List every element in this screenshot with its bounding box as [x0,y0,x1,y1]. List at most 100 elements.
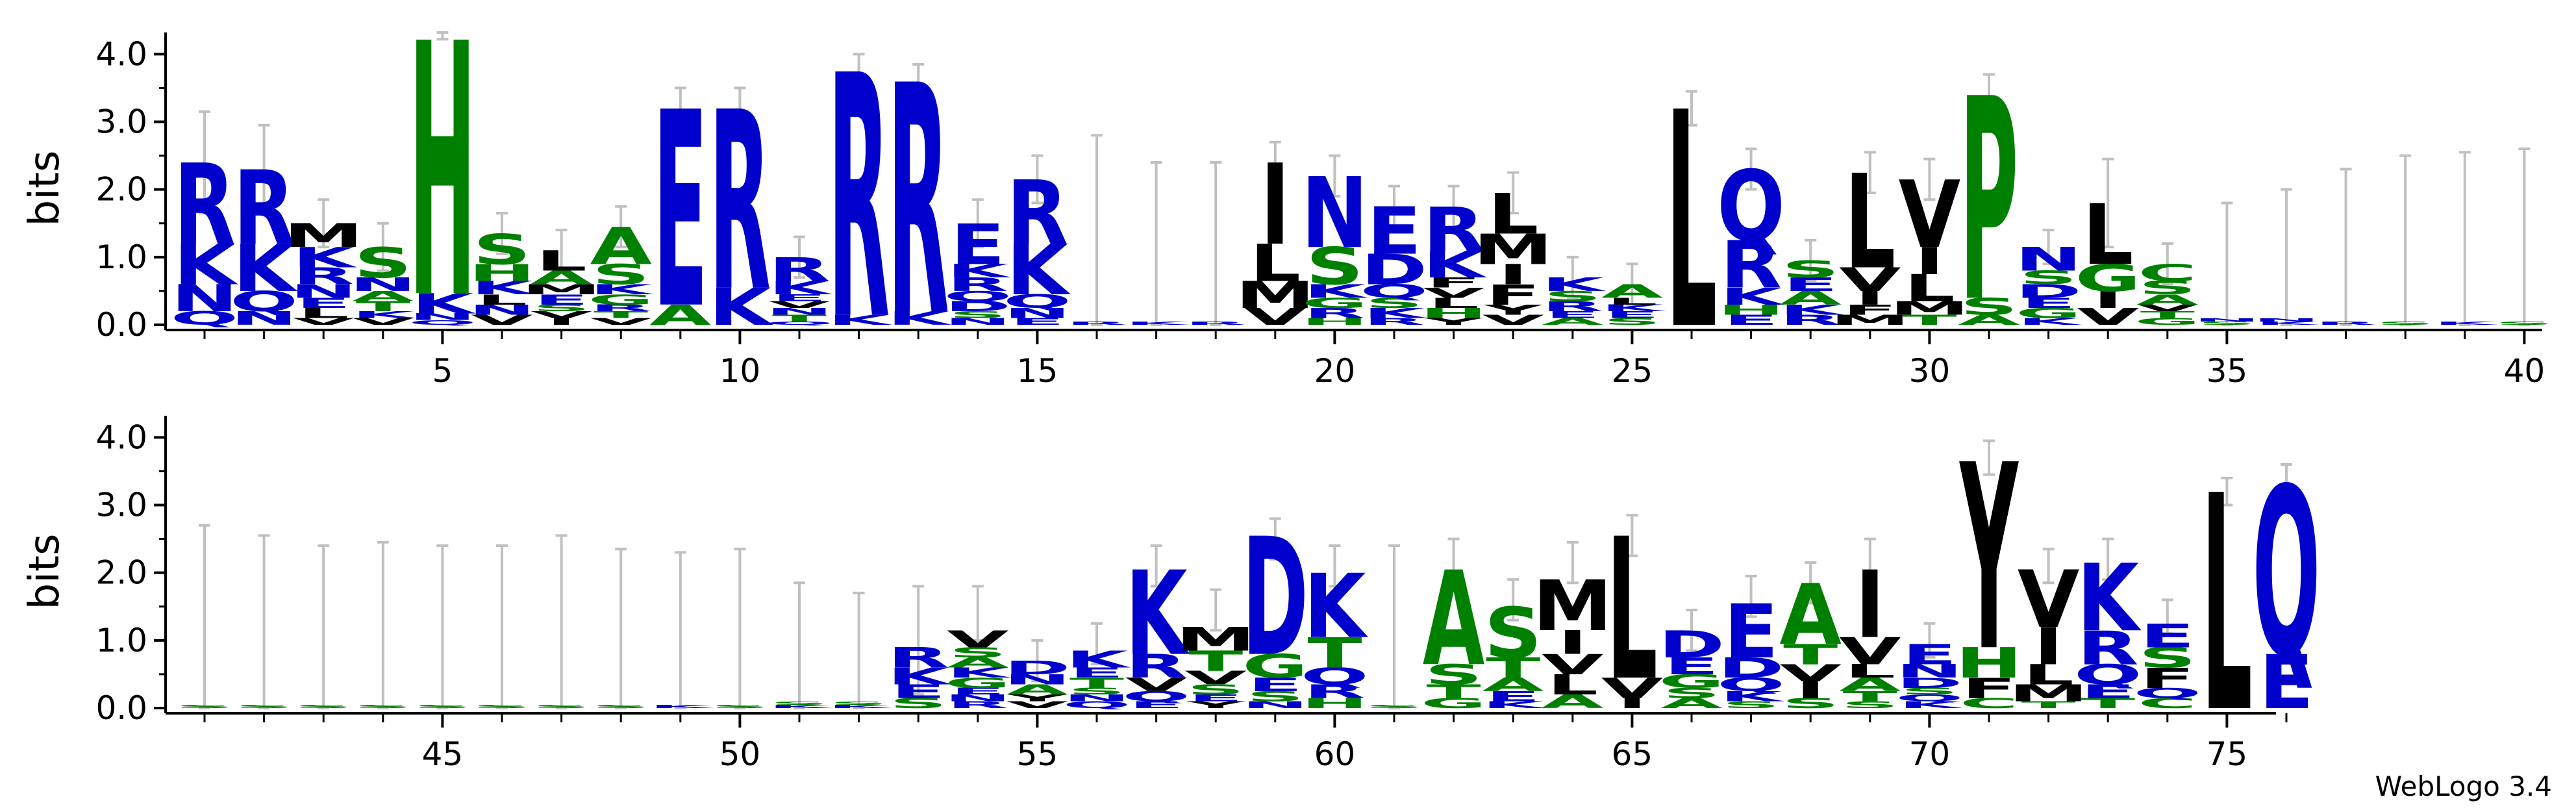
residue-S: S [771,700,829,705]
residue-K: K [709,278,774,337]
x-tick-label: 55 [1017,735,1058,773]
residue-E: E [1188,692,1243,704]
residue-N: N [171,277,238,320]
residue-M: M [2008,680,2088,707]
x-tick-label: 60 [1314,735,1356,773]
residue-V: V [2136,303,2199,314]
residue-I: I [1260,141,1290,271]
residue-L: L [1844,147,1895,298]
residue-E: E [1783,274,1838,296]
residue-D: D [1658,623,1725,666]
residue-R: R [1423,195,1484,265]
residue-T: T [2021,700,2076,711]
residue-F: F [2140,662,2195,694]
residue-L: L [2023,659,2074,691]
residue-E: E [1605,309,1659,320]
x-tick-label: 25 [1612,352,1653,390]
residue-T: T [1783,638,1838,670]
residue-V: V [292,316,355,327]
residue-R: R [1720,228,1782,303]
residue-Q: Q [1360,281,1429,302]
y-tick-label: 2.0 [95,171,147,209]
residue-S: S [1544,288,1601,305]
x-tick-label: 70 [1909,735,1951,773]
x-tick-label: 20 [1314,352,1356,390]
residue-A: A [1423,544,1484,695]
residue-N: N [1004,305,1071,322]
residue-S: S [1187,681,1245,698]
residue-N: N [766,306,832,317]
residue-V: V [590,316,652,327]
residue-I: I [1914,240,1944,283]
residue-R: R [1780,312,1842,328]
residue-E: E [296,295,351,311]
residue-R: R [2077,621,2139,676]
residue-A: A [1779,288,1842,309]
residue-E: E [772,292,827,303]
residue-Q: Q [1717,674,1785,696]
residue-S: S [532,303,590,314]
residue-E: E [2140,618,2195,655]
residue-K: K [1304,555,1369,658]
residue-F: F [1843,302,1897,318]
residue-S: S [354,239,412,287]
residue-L: L [1666,50,1718,395]
residue-M: M [1473,226,1553,274]
residue-T: T [2140,309,2195,320]
residue-K: K [1304,281,1369,302]
residue-S: S [592,704,650,709]
residue-N: N [944,316,1011,327]
residue-Q: Q [408,319,477,327]
residue-C: C [1960,695,2019,711]
y-tick-label: 3.0 [95,103,147,141]
residue-A: A [1542,316,1604,327]
residue-M: M [1235,273,1315,316]
residue-C: C [2138,260,2197,286]
residue-T: T [1486,652,1540,684]
residue-E: E [1248,674,1303,696]
residue-R: R [947,700,1008,711]
residue-V: V [1899,162,1961,270]
y-axis-label-row-2: bits [21,534,69,610]
residue-M: M [1890,298,1970,319]
residue-L: L [1249,234,1301,293]
residue-V: V [768,299,831,311]
residue-K: K [1423,243,1488,286]
residue-N: N [409,311,476,322]
residue-S: S [949,644,1007,661]
residue-L: L [1844,661,1895,682]
residue-R: R [888,19,949,387]
residue-S: S [2198,320,2256,325]
residue-N: N [944,692,1011,704]
residue-R: R [1363,316,1425,327]
residue-S: S [2377,320,2434,325]
residue-K: K [1125,548,1190,682]
residue-N: N [1063,692,1130,704]
residue-I: I [1617,695,1647,711]
residue-P: P [1960,41,2018,364]
residue-S: S [1841,700,1899,711]
residue-L: L [1904,267,1955,310]
y-tick-label: 0.0 [95,689,147,727]
residue-K: K [1720,283,1786,310]
residue-S: S [1306,237,1364,296]
residue-R: R [947,274,1008,296]
residue-V: V [471,312,533,328]
residue-T: T [356,298,410,314]
residue-Q: Q [2074,659,2142,691]
residue-G: G [1421,695,1486,711]
residue-E: E [653,57,708,369]
residue-G: G [1658,671,1724,692]
y-axis-label-row-1: bits [21,151,69,227]
residue-Q: Q [766,320,834,325]
residue-N: N [231,308,297,329]
residue-S: S [592,259,650,291]
y-axis-row-2: 0.0 1.0 2.0 3.0 4.0 [95,416,167,727]
residue-D: D [1896,675,1962,691]
residue-E: E [534,292,588,308]
residue-D: D [1718,652,1784,684]
residue-K: K [2255,320,2320,325]
residue-K: K [471,277,536,299]
